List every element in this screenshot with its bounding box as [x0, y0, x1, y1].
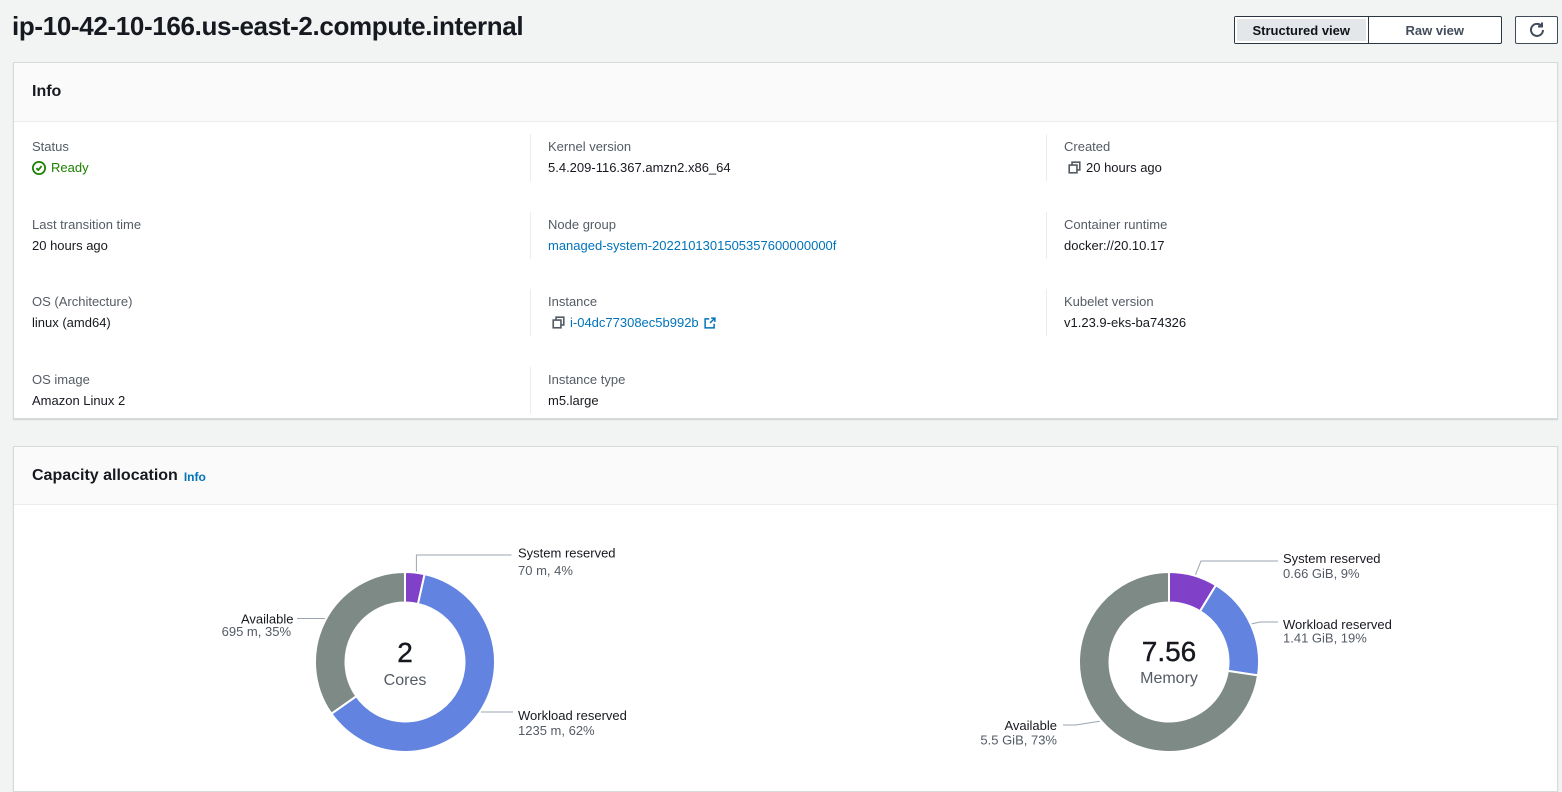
svg-text:695 m, 35%: 695 m, 35%	[222, 624, 292, 639]
svg-text:0.66 GiB, 9%: 0.66 GiB, 9%	[1283, 566, 1360, 581]
svg-text:70 m, 4%: 70 m, 4%	[518, 563, 573, 578]
svg-text:Workload reserved: Workload reserved	[1283, 617, 1392, 632]
svg-text:1.41 GiB, 19%: 1.41 GiB, 19%	[1283, 631, 1367, 646]
svg-text:Available: Available	[241, 612, 294, 627]
svg-text:2: 2	[397, 637, 413, 668]
svg-text:System reserved: System reserved	[518, 546, 616, 561]
svg-text:Workload reserved: Workload reserved	[518, 708, 627, 723]
svg-text:5.5 GiB, 73%: 5.5 GiB, 73%	[980, 733, 1057, 748]
svg-text:Available: Available	[1004, 718, 1057, 733]
svg-text:Cores: Cores	[384, 672, 427, 689]
svg-text:System reserved: System reserved	[1283, 551, 1381, 566]
svg-text:7.56: 7.56	[1142, 636, 1197, 667]
svg-text:Memory: Memory	[1140, 670, 1198, 687]
svg-text:1235 m, 62%: 1235 m, 62%	[518, 723, 595, 738]
